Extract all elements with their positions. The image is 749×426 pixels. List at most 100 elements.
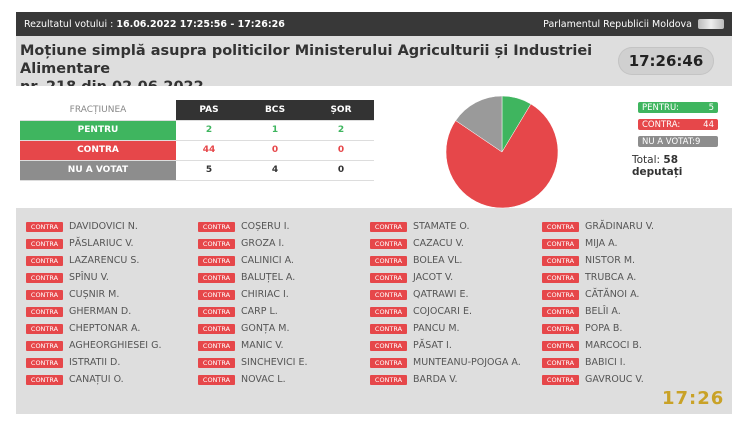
table-row-nu-a-votat: NU A VOTAT 5 4 0 [20, 160, 374, 181]
list-item: CONTRA BABICI I. [542, 354, 654, 371]
deputy-name: ISTRATII D. [69, 357, 121, 368]
vote-tag: CONTRA [370, 374, 407, 385]
list-item: CONTRA SINCHEVICI E. [198, 354, 308, 371]
list-item: CONTRA NISTOR M. [542, 252, 654, 269]
vote-tag: CONTRA [198, 238, 235, 249]
vote-tag: CONTRA [198, 272, 235, 283]
deputy-name: DAVIDOVICI N. [69, 221, 138, 232]
deputy-name: PANCU M. [413, 323, 460, 334]
legend-nu-a-votat: NU A VOTAT:9 [638, 136, 718, 147]
vote-tag: CONTRA [370, 272, 407, 283]
deputy-name: MANIC V. [241, 340, 284, 351]
list-item: CONTRA GAVROUC V. [542, 371, 654, 388]
deputy-name: CHEPTONAR A. [69, 323, 141, 334]
vote-tag: CONTRA [370, 221, 407, 232]
list-item: CONTRA GRĂDINARU V. [542, 218, 654, 235]
total-deputies: Total: 58 deputați [632, 154, 683, 178]
list-item: CONTRA CUȘNIR M. [26, 286, 161, 303]
table-header-bcs: BCS [242, 100, 308, 121]
vote-pie-chart [445, 95, 559, 209]
list-item: CONTRA MUNTEANU-POJOGA A. [370, 354, 521, 371]
vote-tag: CONTRA [26, 340, 63, 351]
list-item: CONTRA STAMATE O. [370, 218, 521, 235]
list-item: CONTRA PANCU M. [370, 320, 521, 337]
vote-tag: CONTRA [26, 255, 63, 266]
deputy-name: GROZA I. [241, 238, 285, 249]
vote-tag: CONTRA [542, 221, 579, 232]
vote-tag: CONTRA [542, 323, 579, 334]
deputy-column: CONTRA STAMATE O. CONTRA CAZACU V. CONTRA BOL… [370, 218, 521, 388]
vote-screen: Rezultatul votului : 16.06.2022 17:25:56… [16, 12, 732, 414]
deputy-name: SPÎNU V. [69, 272, 109, 283]
vote-tag: CONTRA [198, 323, 235, 334]
list-item: CONTRA MARCOCI B. [542, 337, 654, 354]
vote-tag: CONTRA [198, 306, 235, 317]
list-item: CONTRA CARP L. [198, 303, 308, 320]
legend-contra: CONTRA: 44 [638, 119, 718, 130]
list-item: CONTRA ISTRATII D. [26, 354, 161, 371]
deputy-name: POPA B. [585, 323, 623, 334]
deputy-column: CONTRA COȘERU I. CONTRA GROZA I. CONTRA CALIN… [198, 218, 308, 388]
deputy-name: CARP L. [241, 306, 278, 317]
deputy-name: CHIRIAC I. [241, 289, 289, 300]
vote-tag: CONTRA [370, 340, 407, 351]
vote-tag: CONTRA [542, 357, 579, 368]
vote-tag: CONTRA [542, 374, 579, 385]
deputy-name: BOLEA VL. [413, 255, 463, 266]
table-header-pas: PAS [176, 100, 242, 121]
list-item: CONTRA POPA B. [542, 320, 654, 337]
list-item: CONTRA PĂSAT I. [370, 337, 521, 354]
vote-tag: CONTRA [542, 306, 579, 317]
vote-tag: CONTRA [26, 357, 63, 368]
deputy-column: CONTRA DAVIDOVICI N. CONTRA PĂSLARIUC V. CON… [26, 218, 161, 388]
results-panel: FRACȚIUNEA PAS BCS ȘOR PENTRU 2 1 2 CONT… [16, 86, 732, 209]
deputy-name: TRUBCA A. [585, 272, 637, 283]
list-item: CONTRA BALUȚEL A. [198, 269, 308, 286]
table-header-faction: FRACȚIUNEA [20, 100, 176, 121]
vote-tag: CONTRA [198, 340, 235, 351]
list-item: CONTRA PĂSLARIUC V. [26, 235, 161, 252]
list-item: CONTRA LAZARENCU S. [26, 252, 161, 269]
list-item: CONTRA GONȚA M. [198, 320, 308, 337]
deputy-name: STAMATE O. [413, 221, 470, 232]
deputy-name: QATRAWI E. [413, 289, 469, 300]
vote-tag: CONTRA [542, 272, 579, 283]
list-item: CONTRA SPÎNU V. [26, 269, 161, 286]
vote-tag: CONTRA [542, 255, 579, 266]
vote-tag: CONTRA [26, 221, 63, 232]
list-item: CONTRA CANAȚUI O. [26, 371, 161, 388]
current-clock: 17:26:46 [618, 47, 714, 75]
pie-slice-nu-a-votat [455, 95, 503, 153]
deputy-name: GHERMAN D. [69, 306, 132, 317]
list-item: CONTRA BELÎI A. [542, 303, 654, 320]
deputy-name: CUȘNIR M. [69, 289, 120, 300]
vote-tag: CONTRA [26, 238, 63, 249]
vote-tag: CONTRA [26, 323, 63, 334]
vote-result-time: Rezultatul votului : 16.06.2022 17:25:56… [24, 18, 285, 30]
institution-name: Parlamentul Republicii Moldova [543, 18, 692, 30]
deputy-name: CAZACU V. [413, 238, 464, 249]
deputy-name: PĂSAT I. [413, 340, 452, 351]
vote-tag: CONTRA [370, 323, 407, 334]
list-item: CONTRA MIJA A. [542, 235, 654, 252]
deputy-name: BELÎI A. [585, 306, 621, 317]
vote-tag: CONTRA [370, 306, 407, 317]
list-item: CONTRA CAZACU V. [370, 235, 521, 252]
vote-tag: CONTRA [26, 272, 63, 283]
vote-tag: CONTRA [26, 289, 63, 300]
list-item: CONTRA MANIC V. [198, 337, 308, 354]
list-item: CONTRA CĂTĂNOI A. [542, 286, 654, 303]
deputy-name: CĂTĂNOI A. [585, 289, 640, 300]
flag-icon [698, 19, 724, 29]
list-item: CONTRA AGHEORGHIESEI G. [26, 337, 161, 354]
vote-tag: CONTRA [542, 289, 579, 300]
list-item: CONTRA QATRAWI E. [370, 286, 521, 303]
vote-tag: CONTRA [26, 374, 63, 385]
list-item: CONTRA BOLEA VL. [370, 252, 521, 269]
top-bar: Rezultatul votului : 16.06.2022 17:25:56… [16, 12, 732, 36]
table-row-pentru: PENTRU 2 1 2 [20, 120, 374, 141]
deputy-name: MARCOCI B. [585, 340, 642, 351]
deputy-name: MUNTEANU-POJOGA A. [413, 357, 521, 368]
vote-tag: CONTRA [198, 255, 235, 266]
list-item: CONTRA COJOCARI E. [370, 303, 521, 320]
